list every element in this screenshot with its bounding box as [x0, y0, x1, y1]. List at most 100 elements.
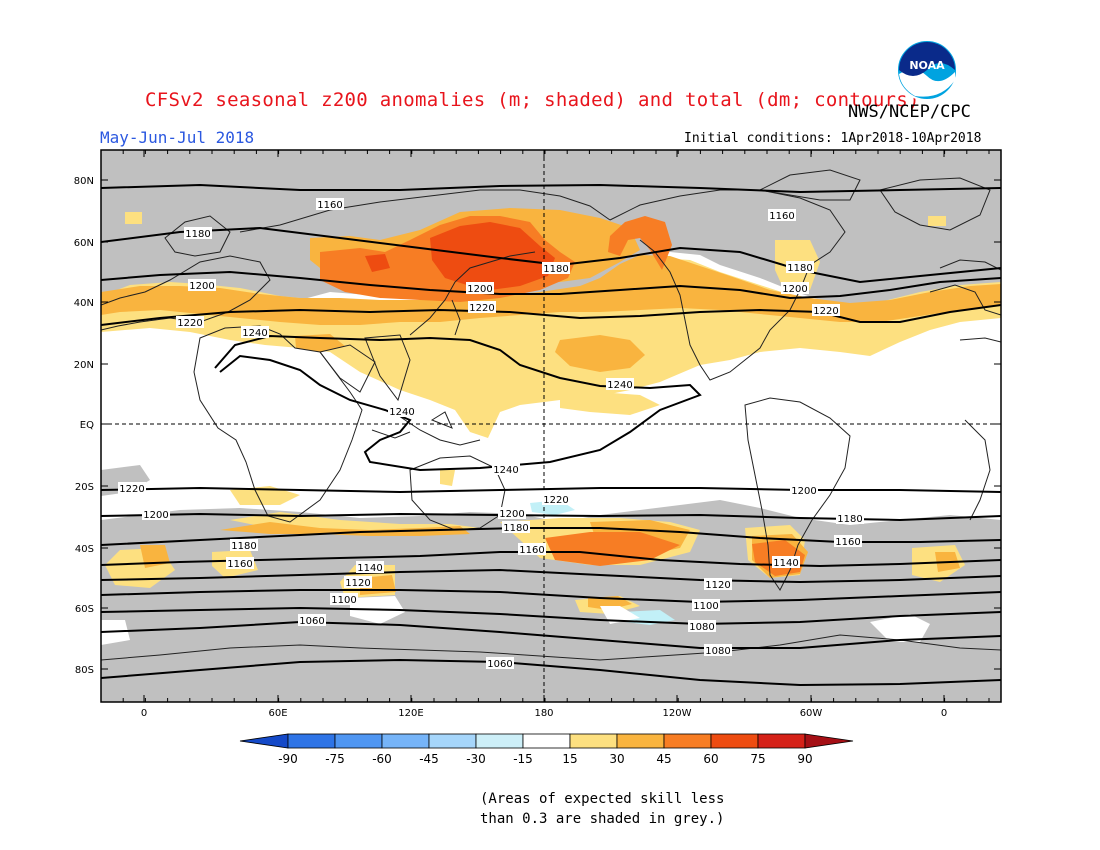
- contour-label-bg: [492, 463, 520, 475]
- contour-label: 1240: [389, 407, 414, 418]
- contour-label-bg: [230, 539, 258, 551]
- contour-label-bg: [486, 657, 514, 669]
- colorbar-cell: [757, 733, 806, 749]
- lon-label: 120E: [398, 708, 423, 719]
- main-title: CFSv2 seasonal z200 anomalies (m; shaded…: [145, 89, 920, 111]
- lon-label: 120W: [663, 708, 692, 719]
- contour-label-bg: [786, 261, 814, 273]
- contour-label-bg: [388, 405, 416, 417]
- contour-label: 1180: [231, 541, 256, 552]
- contour-label-bg: [834, 535, 862, 547]
- org-label: NWS/NCEP/CPC: [848, 102, 971, 122]
- contour-label-bg: [241, 326, 269, 338]
- contour-label: 1220: [177, 318, 202, 329]
- coastlines: [101, 169, 1001, 661]
- contour-label: 1180: [787, 263, 812, 274]
- skill-note-line2: than 0.3 are shaded in grey.): [480, 811, 725, 827]
- contour-label: 1160: [519, 545, 544, 556]
- colorbar-cell: [522, 733, 571, 749]
- contour-label: 1180: [185, 229, 210, 240]
- contour-label: 1200: [499, 509, 524, 520]
- contour-label-bg: [704, 578, 732, 590]
- colorbar-cell: [663, 733, 712, 749]
- period-label: May-Jun-Jul 2018: [100, 128, 255, 147]
- lat-label: 80N: [74, 176, 94, 187]
- contour-label-layer: 1160 1160 1180 1180 1180 1200 1200 1200 1220 1220…: [118, 198, 864, 670]
- contour-label: 1180: [543, 264, 568, 275]
- lat-label: 40S: [75, 544, 94, 555]
- contour-label: 1200: [791, 486, 816, 497]
- contour-label: 1060: [487, 659, 512, 670]
- contour-label-bg: [188, 279, 216, 291]
- colorbar-tick: 15: [562, 752, 577, 766]
- contour-label: 1160: [227, 559, 252, 570]
- colorbar-tick: 75: [750, 752, 765, 766]
- contour-label-bg: [688, 620, 716, 632]
- colorbar-tick: -15: [513, 752, 533, 766]
- lat-label: 40N: [74, 298, 94, 309]
- contour-label: 1120: [705, 580, 730, 591]
- contour-label-bg: [298, 614, 326, 626]
- colorbar-left-arrow: [239, 733, 289, 749]
- colorbar-cell: [381, 733, 430, 749]
- contour-label-bg: [498, 507, 526, 519]
- colorbar-tick-labels: -90 -75 -60 -45 -30 -15 15 30 45 60 75 90: [278, 752, 812, 766]
- contour-label: 1240: [242, 328, 267, 339]
- contour-label: 1200: [467, 284, 492, 295]
- contour-label: 1100: [331, 595, 356, 606]
- colorbar-right-arrow: [804, 733, 854, 749]
- contour-label: 1080: [689, 622, 714, 633]
- contour-label: 1080: [705, 646, 730, 657]
- contour-label-bg: [606, 378, 634, 390]
- colorbar-cell: [710, 733, 759, 749]
- colorbar-tick: -30: [466, 752, 486, 766]
- contour-label-bg: [344, 576, 372, 588]
- colorbar-cell: [428, 733, 477, 749]
- colorbar-cell: [569, 733, 618, 749]
- contour-label-bg: [836, 512, 864, 524]
- contour-label: 1200: [143, 510, 168, 521]
- contour-label: 1240: [607, 380, 632, 391]
- noaa-logo: NOAA: [896, 39, 958, 101]
- contour-label: 1200: [189, 281, 214, 292]
- contour-label-bg: [316, 198, 344, 210]
- colorbar-tick: 45: [656, 752, 671, 766]
- colorbar-tick: -60: [372, 752, 392, 766]
- map-frame: [100, 149, 1002, 703]
- contour-label-bg: [226, 557, 254, 569]
- lat-label: 20S: [75, 482, 94, 493]
- colorbar-tick: 90: [797, 752, 812, 766]
- colorbar-cells: [239, 733, 854, 749]
- colorbar-tick: 60: [703, 752, 718, 766]
- lat-label: 80S: [75, 665, 94, 676]
- colorbar-cell: [475, 733, 524, 749]
- lat-label: 60N: [74, 238, 94, 249]
- colorbar-cell: [616, 733, 665, 749]
- contour-label: 1160: [317, 200, 342, 211]
- contour-label-bg: [781, 282, 809, 294]
- contour-label: 1120: [345, 578, 370, 589]
- contour-label-bg: [176, 316, 204, 328]
- contour-label-bg: [542, 493, 570, 505]
- contour-label: 1220: [813, 306, 838, 317]
- colorbar-cell: [287, 733, 336, 749]
- lon-label: 0: [941, 708, 947, 719]
- initial-conditions: Initial conditions: 1Apr2018-10Apr2018: [684, 131, 982, 146]
- contour-label-bg: [466, 282, 494, 294]
- contour-label-bg: [704, 644, 732, 656]
- contour-label-bg: [502, 521, 530, 533]
- contour-label-bg: [468, 301, 496, 313]
- contour-label-bg: [812, 304, 840, 316]
- contour-label-bg: [330, 593, 358, 605]
- lat-label: 60S: [75, 604, 94, 615]
- lat-label: 20N: [74, 360, 94, 371]
- lat-label: EQ: [80, 420, 94, 431]
- contour-label-bg: [542, 262, 570, 274]
- contour-label: 1060: [299, 616, 324, 627]
- contour-label: 1180: [503, 523, 528, 534]
- lat-label-layer: 80N 60N 40N 20N EQ 20S 40S 60S 80S: [74, 176, 94, 676]
- skill-note-line1: (Areas of expected skill less: [480, 791, 725, 807]
- contour-label-bg: [518, 543, 546, 555]
- lon-label: 0: [141, 708, 147, 719]
